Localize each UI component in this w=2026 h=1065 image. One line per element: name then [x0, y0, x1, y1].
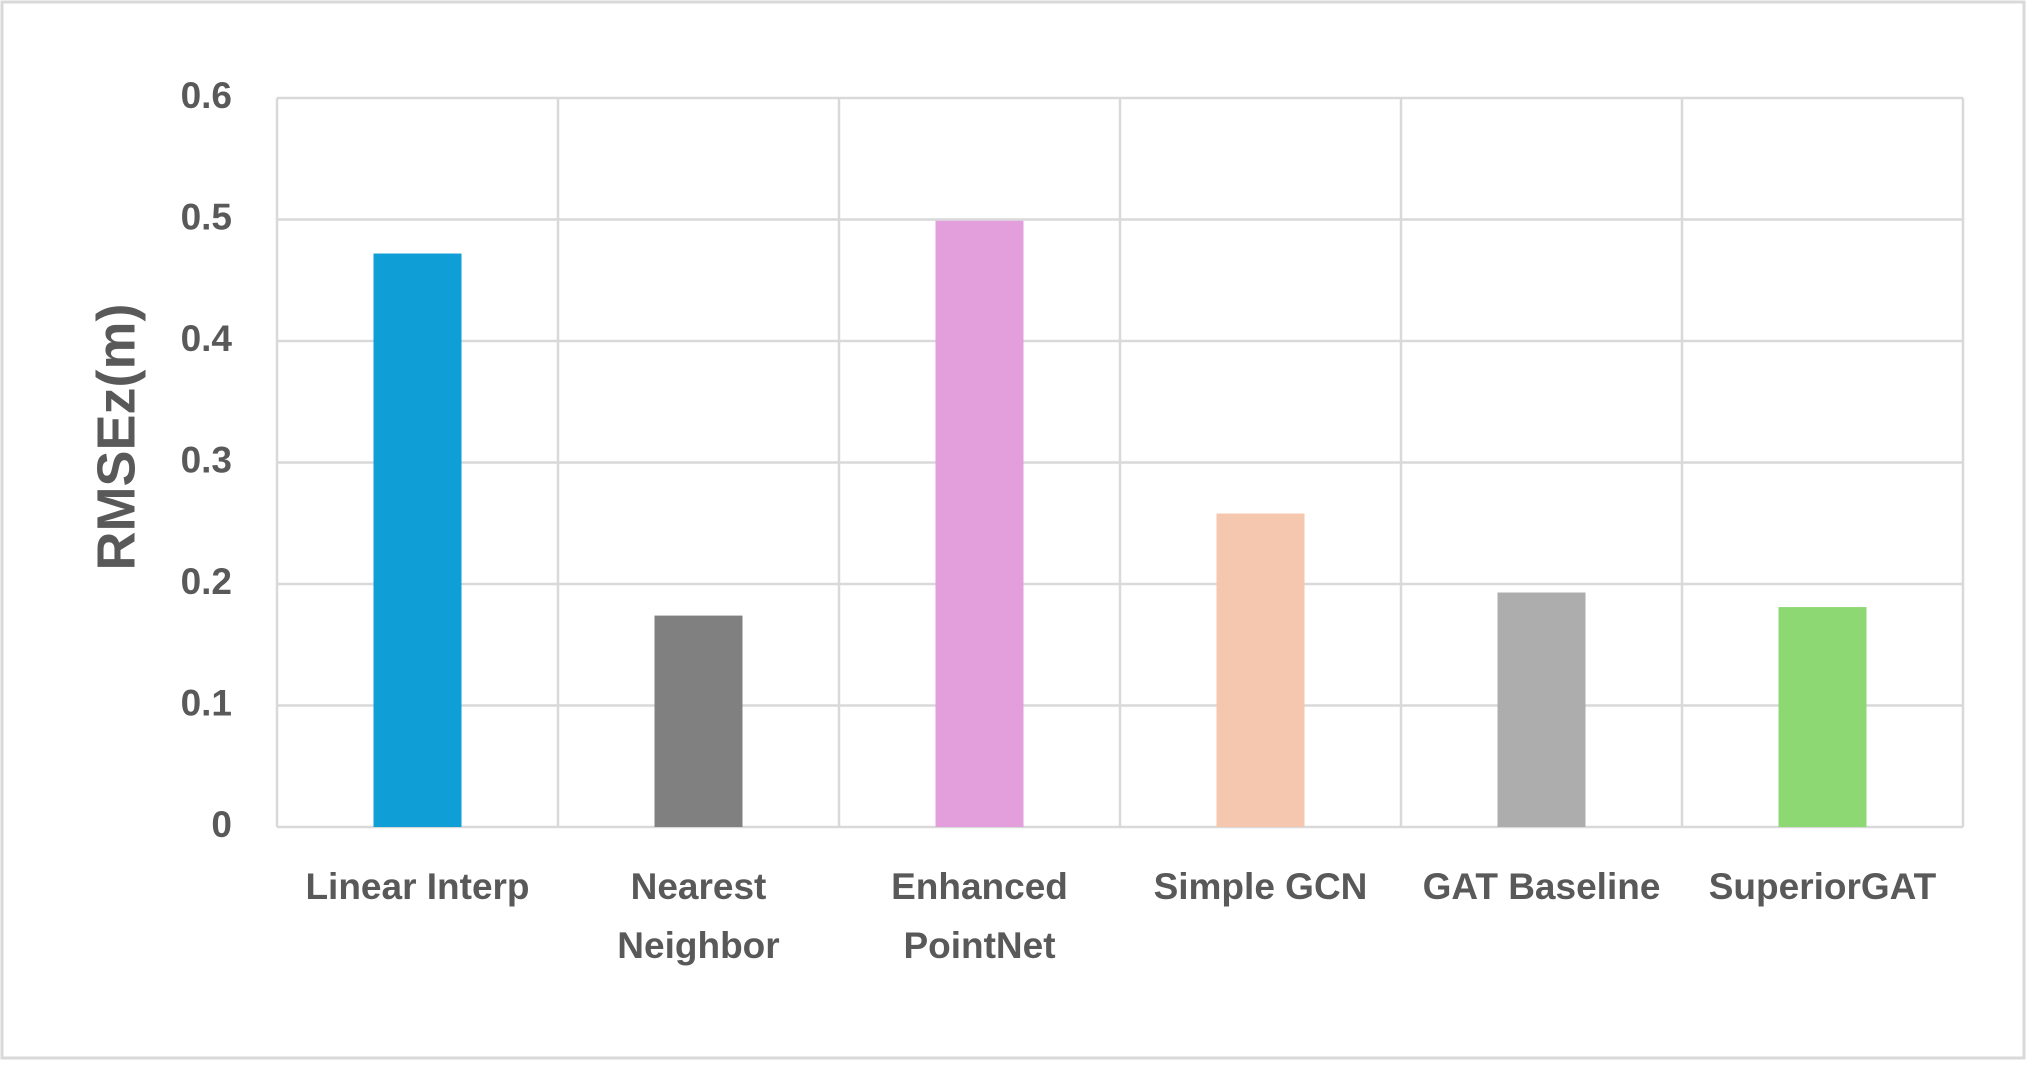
y-tick-label: 0.5: [181, 196, 232, 237]
y-tick-label: 0.3: [181, 439, 232, 480]
y-tick-label: 0: [211, 804, 232, 845]
y-tick-label: 0.2: [181, 561, 232, 602]
bar: [935, 220, 1024, 828]
x-category-label: SuperiorGAT: [1709, 866, 1937, 907]
x-category-label: Nearest: [631, 866, 767, 907]
bar: [373, 253, 462, 827]
x-axis-labels: Linear Interp Nearest Neighbor Enhanced Poin…: [305, 866, 1936, 966]
x-category-label: Neighbor: [617, 925, 779, 966]
x-category-label: PointNet: [903, 925, 1055, 966]
gridlines: [275, 96, 1965, 829]
bar: [1778, 607, 1867, 827]
y-axis-ticks: 0 0.1 0.2 0.3 0.4 0.5 0.6: [181, 75, 233, 845]
bar: [654, 615, 743, 827]
bars: [373, 220, 1867, 828]
bar: [1497, 592, 1586, 827]
x-category-label: GAT Baseline: [1423, 866, 1661, 907]
y-tick-label: 0.6: [181, 75, 232, 116]
y-tick-label: 0.1: [181, 682, 232, 723]
bar: [1216, 513, 1305, 827]
x-category-label: Linear Interp: [305, 866, 529, 907]
x-category-label: Simple GCN: [1154, 866, 1368, 907]
y-axis-title: RMSEz(m): [86, 304, 146, 571]
y-tick-label: 0.4: [181, 318, 233, 359]
x-category-label: Enhanced: [891, 866, 1068, 907]
